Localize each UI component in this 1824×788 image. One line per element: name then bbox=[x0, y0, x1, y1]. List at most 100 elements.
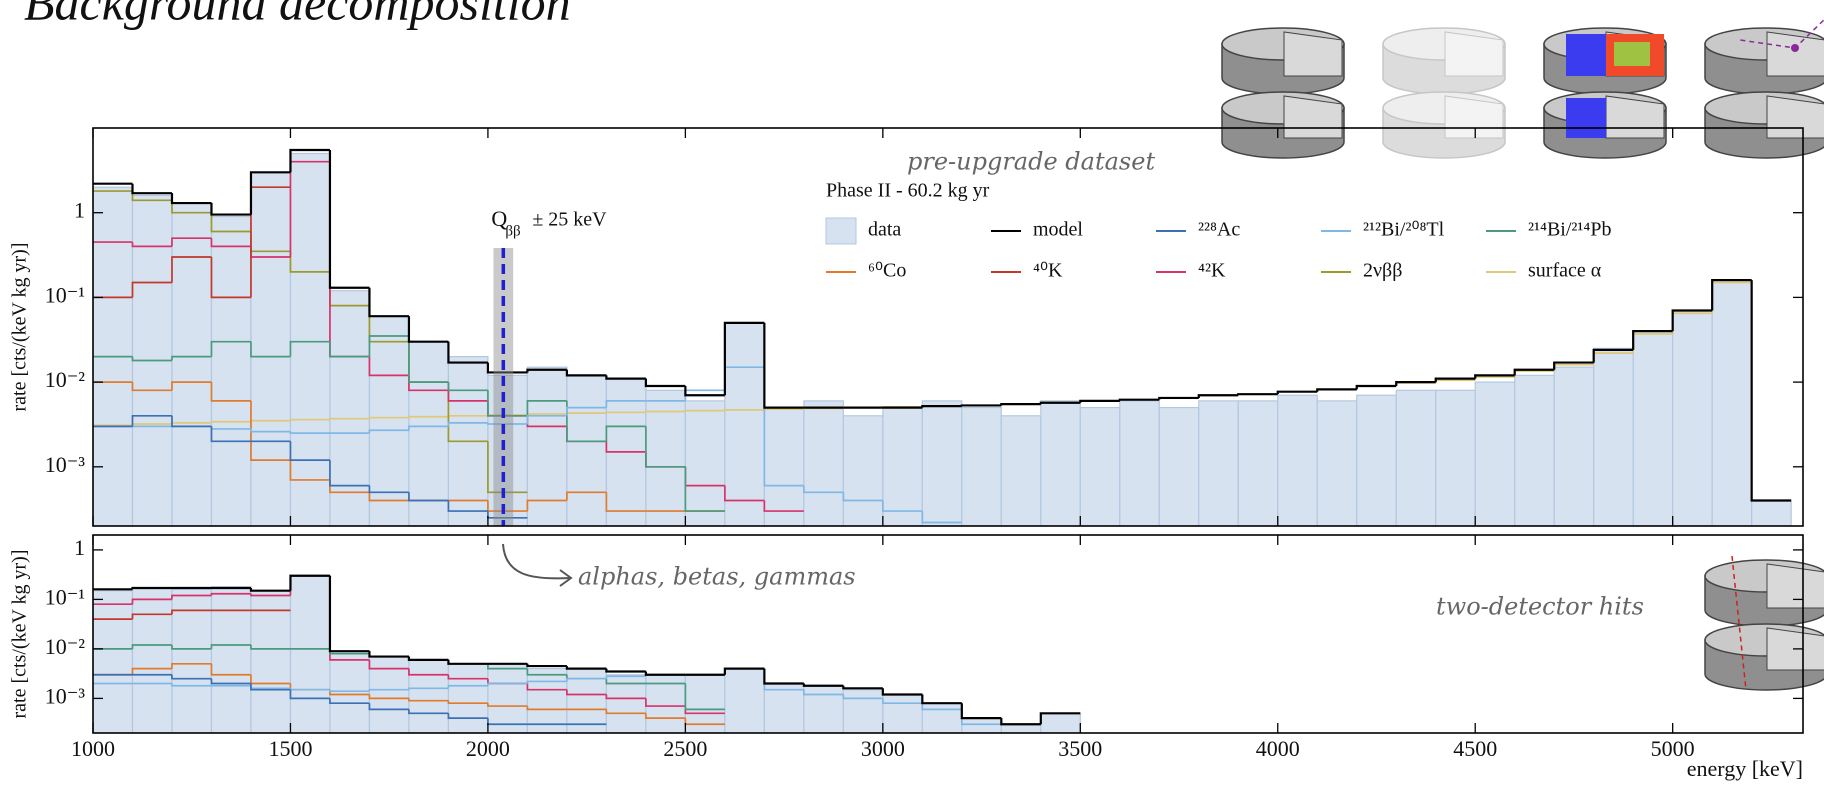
data-bar bbox=[725, 669, 764, 733]
step-segment bbox=[211, 203, 250, 215]
data-bar bbox=[1199, 401, 1238, 526]
step-segment bbox=[764, 323, 803, 408]
data-bar bbox=[922, 703, 961, 733]
step-segment bbox=[685, 411, 724, 412]
legend-label: data bbox=[868, 219, 901, 241]
x-tick-label: 1500 bbox=[268, 736, 312, 761]
step-segment bbox=[409, 417, 448, 418]
data-bar bbox=[843, 416, 882, 526]
step-segment bbox=[409, 657, 448, 660]
step-segment bbox=[369, 418, 408, 419]
data-bar bbox=[1238, 401, 1277, 526]
data-bar bbox=[1317, 401, 1356, 526]
step-segment bbox=[1752, 282, 1791, 500]
step-segment bbox=[1199, 395, 1238, 398]
legend-label: ²¹⁴Bi/²¹⁴Pb bbox=[1528, 219, 1612, 241]
step-segment bbox=[1001, 718, 1040, 724]
step-segment bbox=[1396, 383, 1435, 386]
legend-label: ⁶⁰Co bbox=[868, 260, 906, 282]
data-bar bbox=[883, 408, 922, 526]
data-bar bbox=[1041, 401, 1080, 526]
data-bar bbox=[725, 323, 764, 526]
data-bar bbox=[488, 664, 527, 733]
qbb-window-label: ± 25 keV bbox=[532, 209, 607, 231]
data-bar bbox=[290, 153, 329, 526]
data-bar bbox=[1278, 395, 1317, 526]
step-segment bbox=[922, 694, 961, 703]
x-tick-label: 5000 bbox=[1651, 736, 1695, 761]
y-tick-label: 10⁻³ bbox=[45, 683, 86, 708]
y-tick-label: 10⁻¹ bbox=[45, 584, 85, 609]
data-bar bbox=[330, 291, 369, 526]
legend-label: 2νββ bbox=[1363, 260, 1402, 282]
data-bar bbox=[251, 172, 290, 526]
data-bar bbox=[330, 651, 369, 733]
plot-area bbox=[93, 150, 1791, 526]
data-bar bbox=[567, 375, 606, 526]
step-segment bbox=[764, 669, 803, 684]
data-bar bbox=[409, 660, 448, 733]
y-axis-label: rate [cts/(keV kg yr)] bbox=[9, 549, 31, 718]
step-segment bbox=[1278, 392, 1317, 394]
step-segment bbox=[725, 410, 764, 411]
data-bar bbox=[1001, 416, 1040, 526]
step-segment bbox=[606, 412, 645, 413]
data-bar bbox=[1041, 713, 1080, 733]
step-segment bbox=[1120, 400, 1159, 401]
data-bar bbox=[1475, 382, 1514, 526]
data-bar bbox=[448, 664, 487, 733]
data-bar bbox=[369, 316, 408, 526]
chart: Background decomposition pre-upgrade dat… bbox=[0, 0, 1824, 788]
step-segment bbox=[330, 150, 369, 288]
legend-label: model bbox=[1033, 219, 1083, 241]
step-segment bbox=[567, 370, 606, 376]
data-bar bbox=[1673, 311, 1712, 526]
data-bar bbox=[1120, 401, 1159, 526]
x-tick-label: 3000 bbox=[861, 736, 905, 761]
plot-area bbox=[93, 576, 1080, 733]
data-bar bbox=[132, 588, 171, 733]
step-segment bbox=[251, 588, 290, 591]
y-tick-label: 10⁻² bbox=[45, 367, 86, 392]
x-tick-label: 1000 bbox=[71, 736, 115, 761]
step-segment bbox=[646, 671, 685, 674]
step-segment bbox=[567, 666, 606, 669]
data-bar bbox=[804, 401, 843, 526]
step-segment bbox=[606, 669, 645, 672]
data-bar bbox=[1515, 375, 1554, 526]
y-tick-label: 1 bbox=[74, 535, 85, 560]
step-segment bbox=[527, 664, 566, 666]
data-bar bbox=[764, 684, 803, 734]
data-bar bbox=[527, 669, 566, 733]
step-segment bbox=[1475, 377, 1514, 380]
data-bar bbox=[1080, 408, 1119, 526]
data-bar bbox=[290, 576, 329, 733]
step-segment bbox=[567, 413, 606, 414]
legend-label: ²¹²Bi/²⁰⁸Tl bbox=[1363, 219, 1445, 241]
data-bar bbox=[962, 718, 1001, 733]
step-segment bbox=[883, 688, 922, 694]
data-bar bbox=[922, 401, 961, 526]
data-bar bbox=[172, 203, 211, 526]
data-bar bbox=[1752, 501, 1791, 526]
step-segment bbox=[764, 409, 803, 410]
data-bar bbox=[764, 408, 803, 526]
data-bar bbox=[409, 342, 448, 526]
step-segment bbox=[1001, 404, 1040, 405]
y-tick-label: 10⁻¹ bbox=[45, 282, 85, 307]
data-bar bbox=[211, 217, 250, 526]
data-bar bbox=[685, 401, 724, 526]
y-tick-label: 1 bbox=[74, 198, 85, 223]
data-bar bbox=[883, 694, 922, 733]
legend-title: Phase II - 60.2 kg yr bbox=[826, 180, 990, 202]
legend-label: ⁴⁰K bbox=[1033, 260, 1063, 282]
step-segment bbox=[962, 405, 1001, 406]
data-bar bbox=[93, 591, 132, 733]
x-tick-label: 2000 bbox=[466, 736, 510, 761]
dataset-note: pre-upgrade dataset bbox=[907, 148, 1155, 176]
two-detector-note: two-detector hits bbox=[1436, 593, 1644, 621]
data-bar bbox=[251, 591, 290, 733]
page-title: Background decomposition bbox=[24, 0, 571, 30]
step-segment bbox=[1159, 398, 1198, 400]
step-segment bbox=[843, 686, 882, 689]
